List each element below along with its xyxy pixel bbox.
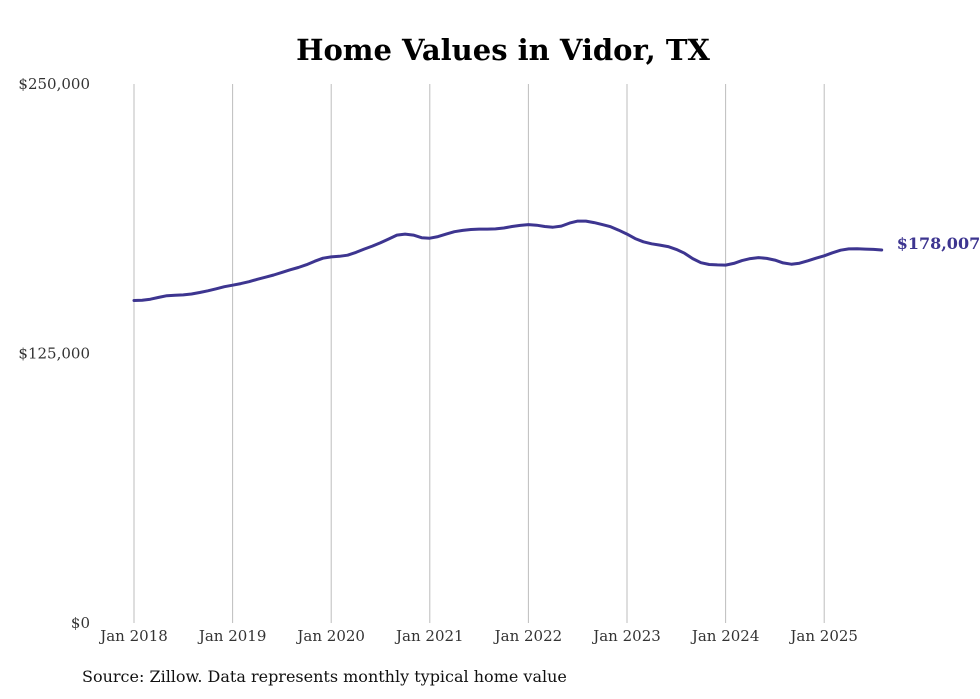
end-value-label: $178,007 bbox=[897, 234, 980, 253]
chart-title: Home Values in Vidor, TX bbox=[296, 33, 710, 67]
y-axis-ticks: $250,000 $125,000 $0 bbox=[18, 75, 90, 632]
x-tick-label: Jan 2022 bbox=[493, 627, 563, 645]
y-tick-label: $250,000 bbox=[18, 75, 90, 93]
y-tick-label: $125,000 bbox=[18, 345, 90, 363]
y-tick-label: $0 bbox=[71, 614, 90, 632]
x-tick-label: Jan 2025 bbox=[788, 627, 858, 645]
x-tick-label: Jan 2023 bbox=[591, 627, 661, 645]
source-note: Source: Zillow. Data represents monthly … bbox=[82, 667, 567, 686]
x-tick-label: Jan 2024 bbox=[690, 627, 760, 645]
x-tick-label: Jan 2021 bbox=[394, 627, 464, 645]
series-line bbox=[132, 219, 884, 302]
x-axis-ticks: Jan 2018 Jan 2019 Jan 2020 Jan 2021 Jan 2022… bbox=[98, 627, 858, 645]
x-tick-label: Jan 2018 bbox=[98, 627, 168, 645]
series-group bbox=[132, 219, 884, 302]
gridlines bbox=[133, 84, 825, 623]
x-tick-label: Jan 2020 bbox=[295, 627, 365, 645]
x-tick-label: Jan 2019 bbox=[197, 627, 267, 645]
